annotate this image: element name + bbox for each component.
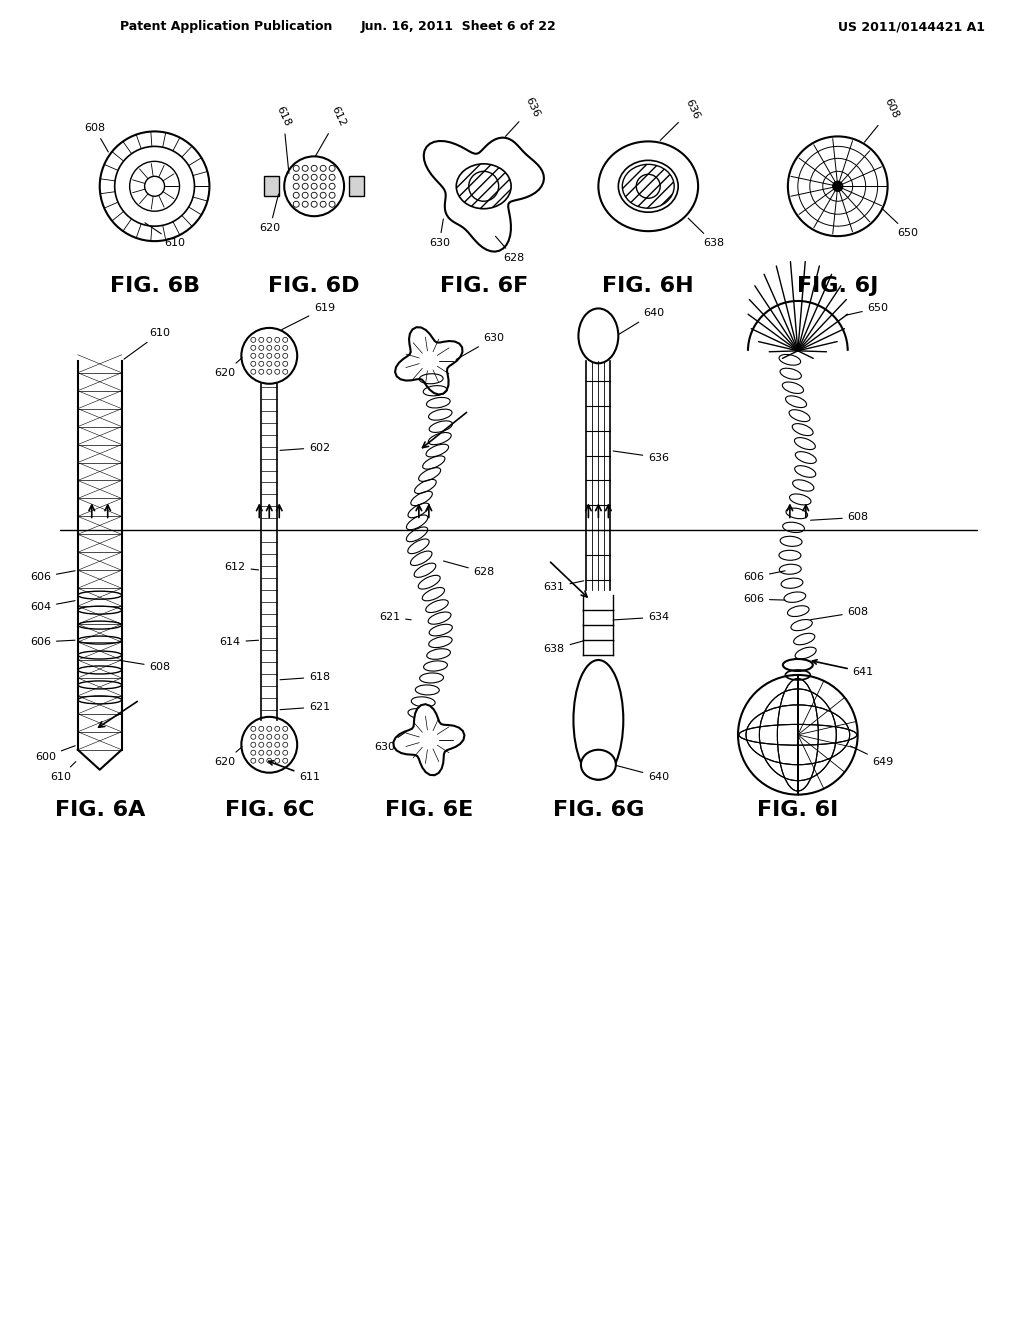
Text: 641: 641 [812,660,873,677]
Text: 650: 650 [882,209,919,238]
Text: FIG. 6D: FIG. 6D [268,276,359,296]
Text: 606: 606 [30,570,75,582]
Text: FIG. 6A: FIG. 6A [54,800,145,820]
Text: 640: 640 [616,766,670,781]
Text: 636: 636 [660,98,701,140]
Polygon shape [395,327,463,395]
Text: 636: 636 [613,451,670,462]
Text: 611: 611 [268,760,321,781]
Polygon shape [393,704,465,775]
Text: 621: 621 [379,612,411,622]
Bar [264,177,280,197]
Text: 628: 628 [443,561,495,577]
Text: 636: 636 [506,95,542,136]
Ellipse shape [623,164,674,209]
Text: 634: 634 [613,612,670,622]
Text: 649: 649 [850,746,894,767]
Text: FIG. 6C: FIG. 6C [224,800,314,820]
Text: 608: 608 [864,98,900,143]
Text: FIG. 6F: FIG. 6F [439,276,527,296]
Text: 640: 640 [618,308,665,334]
Text: 618: 618 [274,106,292,173]
Text: 610: 610 [50,762,76,781]
Circle shape [833,181,843,191]
Text: 628: 628 [496,236,525,263]
Text: 619: 619 [282,304,335,330]
Text: Patent Application Publication: Patent Application Publication [120,20,332,33]
Text: 604: 604 [30,601,75,612]
Text: FIG. 6B: FIG. 6B [110,276,200,296]
Bar [349,177,364,197]
Text: 608: 608 [811,607,868,619]
Text: 610: 610 [124,327,171,359]
Text: 608: 608 [84,124,109,152]
Text: 631: 631 [544,581,584,593]
Text: 602: 602 [280,442,331,453]
Text: 612: 612 [315,106,347,156]
Text: 614: 614 [219,638,258,647]
Text: 608: 608 [121,660,171,672]
Text: 620: 620 [214,747,243,767]
Text: 618: 618 [280,672,331,682]
Text: 606: 606 [743,570,785,582]
Text: 606: 606 [743,594,785,605]
Text: 620: 620 [214,358,243,378]
Text: US 2011/0144421 A1: US 2011/0144421 A1 [838,20,985,33]
Text: 606: 606 [30,638,75,647]
Text: 608: 608 [811,512,868,523]
Text: 610: 610 [145,223,185,248]
Text: FIG. 6I: FIG. 6I [757,800,839,820]
Text: 600: 600 [35,746,75,762]
Text: FIG. 6E: FIG. 6E [385,800,473,820]
Text: FIG. 6H: FIG. 6H [602,276,694,296]
Text: 612: 612 [224,562,258,573]
Ellipse shape [579,309,618,363]
Text: 638: 638 [688,218,724,248]
Ellipse shape [573,660,624,780]
Text: 621: 621 [280,702,331,711]
Text: 650: 650 [846,304,889,315]
Text: 630: 630 [374,731,407,752]
Text: FIG. 6J: FIG. 6J [797,276,879,296]
Ellipse shape [457,164,511,209]
Text: 620: 620 [259,194,281,234]
Text: Jun. 16, 2011  Sheet 6 of 22: Jun. 16, 2011 Sheet 6 of 22 [360,20,557,33]
Ellipse shape [581,750,615,780]
Text: 638: 638 [544,640,584,653]
Text: 630: 630 [456,333,505,359]
Text: FIG. 6G: FIG. 6G [553,800,644,820]
Polygon shape [424,137,544,252]
Text: 630: 630 [429,219,450,248]
